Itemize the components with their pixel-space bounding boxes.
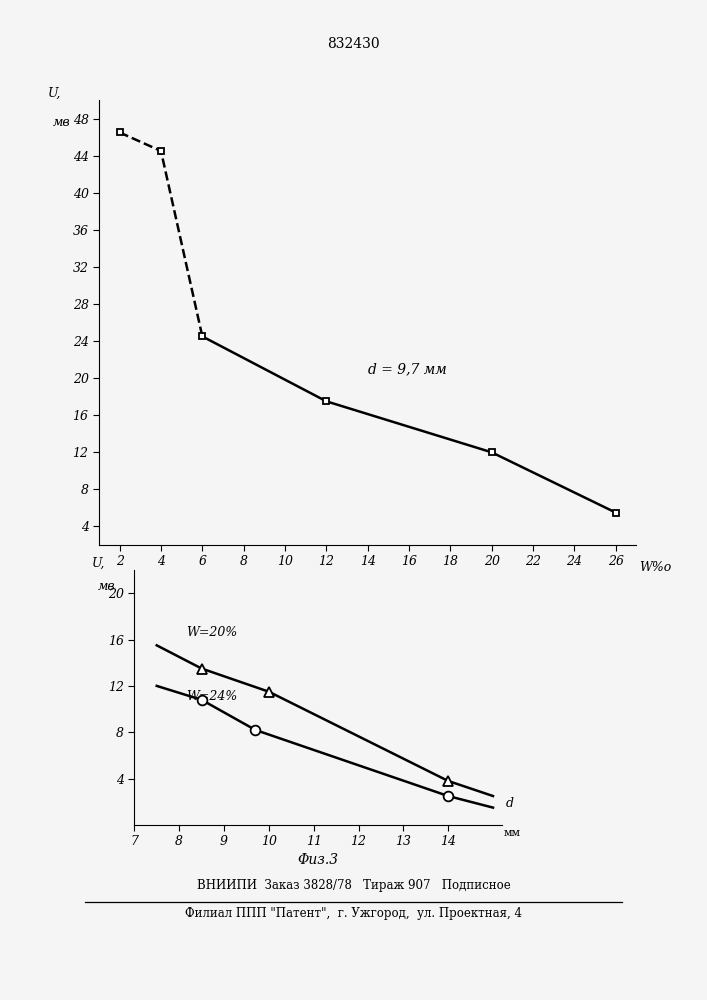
Text: Филиал ППП "Патент",  г. Ужгород,  ул. Проектная, 4: Филиал ППП "Патент", г. Ужгород, ул. Про… <box>185 907 522 920</box>
Text: d = 9,7 мм: d = 9,7 мм <box>368 362 446 376</box>
Text: мв: мв <box>98 580 115 593</box>
Text: U,: U, <box>48 87 62 100</box>
Text: мм: мм <box>504 828 521 838</box>
Text: d: d <box>506 797 514 810</box>
Text: ВНИИПИ  Заказ 3828/78   Тираж 907   Подписное: ВНИИПИ Заказ 3828/78 Тираж 907 Подписное <box>197 879 510 892</box>
Text: W%о: W%о <box>639 561 671 574</box>
Text: 832430: 832430 <box>327 37 380 51</box>
Text: мв: мв <box>53 116 71 129</box>
X-axis label: Φиз.2: Φиз.2 <box>347 573 388 587</box>
Text: W=20%: W=20% <box>186 626 237 639</box>
X-axis label: Φиз.3: Φиз.3 <box>298 853 339 867</box>
Text: W=24%: W=24% <box>186 690 237 703</box>
Text: U,: U, <box>92 557 105 570</box>
